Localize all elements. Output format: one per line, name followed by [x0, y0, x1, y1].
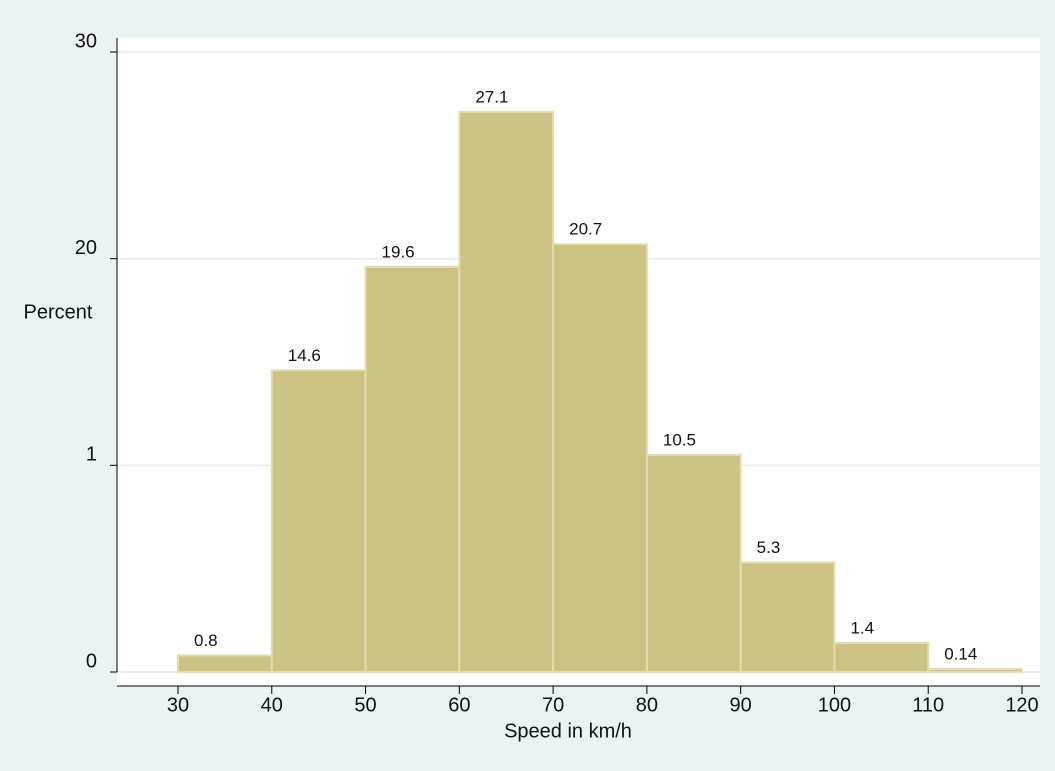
bar [833, 642, 930, 673]
y-axis-title: Percent [24, 301, 93, 323]
x-axis-title: Speed in km/h [504, 720, 632, 742]
value-label: 19.6 [382, 242, 415, 261]
bar [927, 668, 1024, 674]
x-tick-label: 110 [912, 694, 944, 716]
x-tick-label: 40 [261, 694, 283, 716]
value-label: 1.4 [850, 619, 874, 638]
value-label: 10.5 [663, 430, 696, 449]
y-tick-label: 30 [75, 30, 97, 52]
bar [645, 454, 742, 673]
value-label: 14.6 [288, 346, 321, 365]
bar [177, 654, 273, 674]
value-label: 0.14 [944, 645, 977, 664]
x-tick-label: 80 [636, 694, 658, 716]
bar [552, 243, 648, 673]
x-tick-label: 50 [354, 694, 376, 716]
x-tick-label: 30 [167, 694, 189, 716]
value-label: 5.3 [757, 538, 781, 557]
y-tick-label: 0 [86, 650, 97, 672]
value-label: 0.8 [194, 631, 218, 650]
value-label: 27.1 [475, 87, 508, 106]
y-tick-label: 20 [75, 237, 97, 259]
x-tick-label: 90 [730, 694, 752, 716]
x-tick-label: 70 [542, 694, 564, 716]
x-tick-label: 60 [448, 694, 470, 716]
x-tick-label: 100 [818, 694, 851, 716]
bar [458, 110, 555, 673]
bar [270, 369, 367, 673]
value-label: 20.7 [569, 220, 602, 239]
bar [739, 561, 836, 674]
bar [364, 265, 461, 673]
y-tick-label: 1 [86, 444, 97, 466]
x-tick-label: 120 [1005, 694, 1038, 716]
